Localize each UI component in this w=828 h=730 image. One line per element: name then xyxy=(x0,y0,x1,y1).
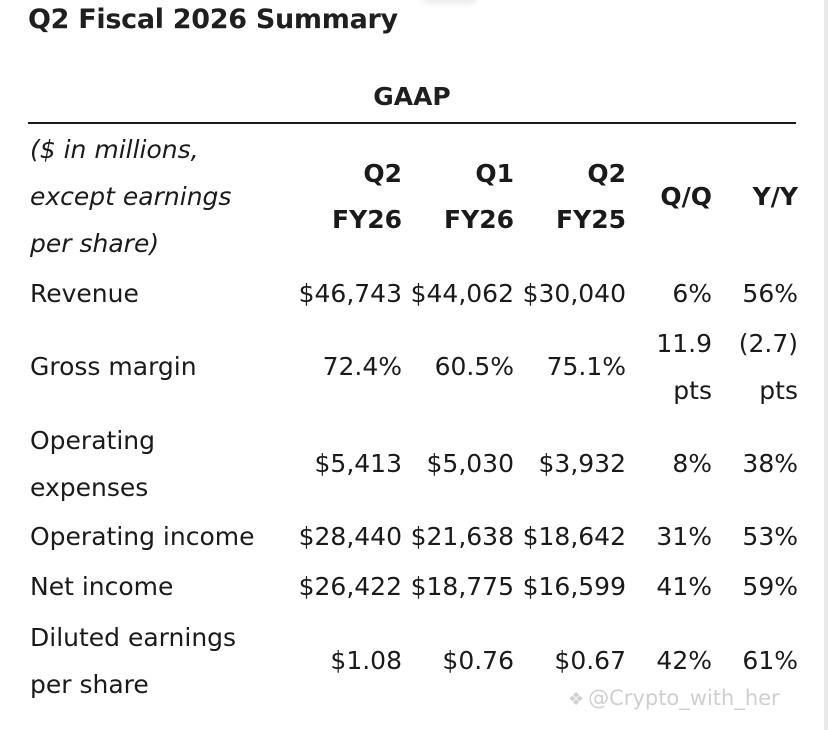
cell-netinc-q2fy26: $26,422 xyxy=(298,572,402,601)
col-header-q1fy26-line1: Q1 xyxy=(475,159,514,188)
cell-revenue-q1fy26: $44,062 xyxy=(410,279,514,308)
cell-netinc-qq: 41% xyxy=(656,572,712,601)
cell-eps-q1fy26: $0.76 xyxy=(442,646,514,675)
units-note-line-2: except earnings xyxy=(30,182,232,211)
col-header-q1fy26-line2: FY26 xyxy=(444,205,514,234)
col-header-qq: Q/Q xyxy=(660,182,712,211)
row-label-operating-expenses-line1: Operating xyxy=(30,426,155,455)
cell-revenue-q2fy25: $30,040 xyxy=(522,279,626,308)
cell-gross-margin-qq-line1: 11.9 xyxy=(656,329,712,358)
row-label-revenue: Revenue xyxy=(30,279,139,308)
cell-opinc-q1fy26: $21,638 xyxy=(410,522,514,551)
units-note-line-1: ($ in millions, xyxy=(30,135,199,164)
cell-netinc-yy: 59% xyxy=(742,572,798,601)
cell-opinc-yy: 53% xyxy=(742,522,798,551)
cell-eps-q2fy26: $1.08 xyxy=(330,646,402,675)
top-decoration xyxy=(420,0,480,4)
row-label-diluted-eps-line1: Diluted earnings xyxy=(30,623,237,652)
page-title: Q2 Fiscal 2026 Summary xyxy=(28,4,398,35)
header-rule xyxy=(28,122,796,124)
cell-netinc-q2fy25: $16,599 xyxy=(522,572,626,601)
cell-revenue-qq: 6% xyxy=(672,279,712,308)
watermark: ❖ @Crypto_with_her xyxy=(568,686,780,710)
cell-eps-qq: 42% xyxy=(656,646,712,675)
row-label-net-income: Net income xyxy=(30,572,174,601)
units-note-line-3: per share) xyxy=(30,229,160,258)
col-header-q2fy26-line1: Q2 xyxy=(363,159,402,188)
cell-gross-margin-yy-line2: pts xyxy=(759,376,798,405)
cell-opinc-q2fy26: $28,440 xyxy=(298,522,402,551)
cell-gross-margin-q1fy26: 60.5% xyxy=(434,352,514,381)
right-edge-shadow xyxy=(824,0,828,730)
cell-netinc-q1fy26: $18,775 xyxy=(410,572,514,601)
cell-opex-yy: 38% xyxy=(742,449,798,478)
cell-gross-margin-yy-line1: (2.7) xyxy=(738,329,798,358)
cell-eps-q2fy25: $0.67 xyxy=(554,646,626,675)
row-label-diluted-eps-line2: per share xyxy=(30,670,149,699)
cell-gross-margin-qq-line2: pts xyxy=(673,376,712,405)
cell-opex-q2fy25: $3,932 xyxy=(538,449,626,478)
col-header-q2fy25-line2: FY25 xyxy=(556,205,626,234)
cell-opex-q2fy26: $5,413 xyxy=(314,449,402,478)
cell-eps-yy: 61% xyxy=(742,646,798,675)
cell-gross-margin-q2fy25: 75.1% xyxy=(546,352,626,381)
row-label-operating-expenses-line2: expenses xyxy=(30,473,149,502)
row-label-gross-margin: Gross margin xyxy=(30,352,197,381)
cell-gross-margin-q2fy26: 72.4% xyxy=(322,352,402,381)
watermark-logo-icon: ❖ xyxy=(568,689,585,710)
cell-opex-qq: 8% xyxy=(672,449,712,478)
cell-opex-q1fy26: $5,030 xyxy=(426,449,514,478)
col-header-yy: Y/Y xyxy=(752,182,798,211)
cell-revenue-yy: 56% xyxy=(742,279,798,308)
col-header-q2fy26-line2: FY26 xyxy=(332,205,402,234)
watermark-text: @Crypto_with_her xyxy=(588,686,780,710)
row-label-operating-income: Operating income xyxy=(30,522,255,551)
cell-revenue-q2fy26: $46,743 xyxy=(298,279,402,308)
section-heading-gaap: GAAP xyxy=(373,82,451,111)
cell-opinc-q2fy25: $18,642 xyxy=(522,522,626,551)
cell-opinc-qq: 31% xyxy=(656,522,712,551)
col-header-q2fy25-line1: Q2 xyxy=(587,159,626,188)
